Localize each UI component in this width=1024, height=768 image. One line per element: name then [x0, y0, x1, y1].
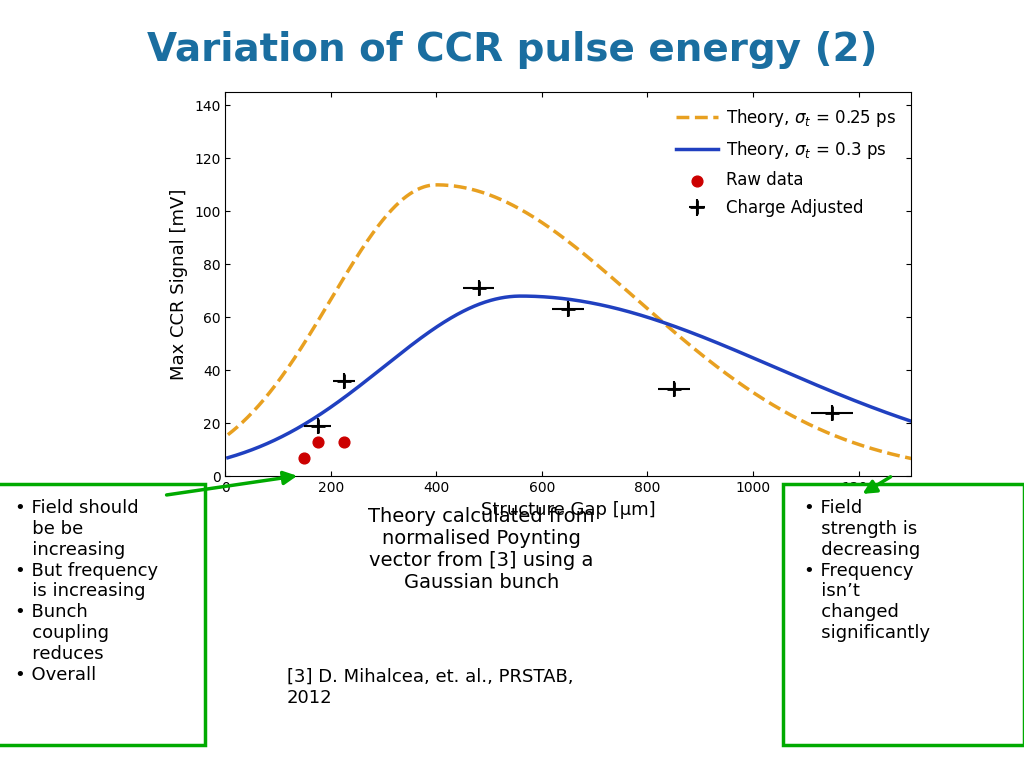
Theory, $\sigma_t$ = 0.3 ps — [905, 417, 918, 426]
Text: • Field
   strength is
   decreasing
• Frequency
   isn’t
   changed
   signific: • Field strength is decreasing • Frequen… — [804, 499, 930, 642]
Theory, $\sigma_t$ = 0.3 ps — [498, 293, 510, 302]
Line: Theory, $\sigma_t$ = 0.3 ps: Theory, $\sigma_t$ = 0.3 ps — [228, 296, 911, 458]
Theory, $\sigma_t$ = 0.3 ps — [768, 362, 780, 372]
Raw data — [336, 435, 352, 448]
Raw data — [309, 435, 326, 448]
Line: Theory, $\sigma_t$ = 0.25 ps: Theory, $\sigma_t$ = 0.25 ps — [228, 185, 911, 458]
Theory, $\sigma_t$ = 0.25 ps — [292, 349, 304, 358]
Theory, $\sigma_t$ = 0.3 ps — [292, 423, 304, 432]
Text: • Field should
   be be
   increasing
• But frequency
   is increasing
• Bunch
 : • Field should be be increasing • But fr… — [15, 499, 159, 684]
Theory, $\sigma_t$ = 0.3 ps — [222, 453, 234, 462]
Y-axis label: Max CCR Signal [mV]: Max CCR Signal [mV] — [170, 188, 188, 380]
Theory, $\sigma_t$ = 0.25 ps — [756, 393, 768, 402]
Theory, $\sigma_t$ = 0.3 ps — [515, 292, 527, 301]
Raw data — [296, 452, 312, 464]
Theory, $\sigma_t$ = 0.25 ps — [905, 454, 918, 463]
Theory, $\sigma_t$ = 0.25 ps — [768, 401, 780, 410]
Theory, $\sigma_t$ = 0.25 ps — [692, 347, 705, 356]
Theory, $\sigma_t$ = 0.25 ps — [499, 197, 511, 206]
Text: [3] D. Mihalcea, et. al., PRSTAB,
2012: [3] D. Mihalcea, et. al., PRSTAB, 2012 — [287, 668, 573, 707]
Theory, $\sigma_t$ = 0.25 ps — [222, 430, 234, 439]
Theory, $\sigma_t$ = 0.3 ps — [756, 357, 768, 366]
Legend: Theory, $\sigma_t$ = 0.25 ps, Theory, $\sigma_t$ = 0.3 ps, Raw data, Charge Adju: Theory, $\sigma_t$ = 0.25 ps, Theory, $\… — [670, 101, 903, 223]
Theory, $\sigma_t$ = 0.3 ps — [523, 292, 536, 301]
X-axis label: Structure Gap [μm]: Structure Gap [μm] — [481, 501, 655, 518]
Theory, $\sigma_t$ = 0.3 ps — [692, 330, 705, 339]
Theory, $\sigma_t$ = 0.25 ps — [430, 180, 442, 190]
Text: Theory calculated from
normalised Poynting
vector from [3] using a
Gaussian bunc: Theory calculated from normalised Poynti… — [368, 507, 595, 592]
Theory, $\sigma_t$ = 0.25 ps — [523, 210, 536, 220]
Text: Variation of CCR pulse energy (2): Variation of CCR pulse energy (2) — [146, 31, 878, 68]
